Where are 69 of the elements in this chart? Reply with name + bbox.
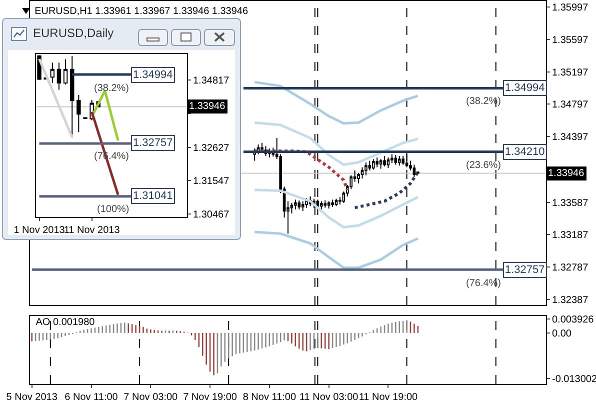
- ref-line-label: 1.33946: [548, 168, 585, 179]
- candlestick: [402, 155, 404, 166]
- candlestick: [376, 156, 378, 168]
- y-tick-label: 0.003926: [552, 314, 594, 326]
- series-label: (38.2%): [94, 83, 130, 94]
- x-tick-label: 1 Nov 2013: [14, 225, 66, 236]
- candlestick: [63, 58, 68, 85]
- candlestick: [320, 200, 323, 210]
- y-tick-label: 1.33187: [552, 230, 589, 242]
- data-label: 1.34210: [505, 146, 545, 158]
- candlestick: [379, 158, 382, 170]
- candlestick: [398, 155, 401, 166]
- candlestick: [364, 162, 368, 176]
- y-tick-label: 1.31547: [193, 176, 230, 188]
- y-tick-label: 1.35197: [552, 67, 589, 78]
- y-tick-label: 1.34397: [552, 132, 589, 144]
- candlestick: [327, 200, 330, 210]
- candlestick: [334, 198, 338, 207]
- chart-title: EURUSD,Daily: [33, 26, 114, 40]
- line-series: [253, 188, 420, 228]
- candlestick: [390, 154, 394, 164]
- series-label: (23.6%): [466, 160, 502, 171]
- x-tick-label: 5 Nov 2013: [6, 392, 58, 400]
- ref-line-label: 1.33946: [189, 101, 226, 112]
- candlestick: [386, 156, 390, 168]
- series-label: (100%): [97, 204, 130, 215]
- candlestick: [412, 164, 416, 178]
- line-series: [253, 80, 420, 125]
- y-tick-label: 1.34817: [193, 75, 230, 86]
- x-tick-label: 11 Nov 03:00: [299, 392, 359, 400]
- line-series: [353, 170, 420, 210]
- x-tick-label: 11 Nov 2013: [64, 225, 120, 236]
- candlestick: [360, 166, 364, 180]
- y-tick-label: 1.32387: [552, 295, 589, 306]
- y-tick-label: 1.30467: [193, 210, 230, 221]
- candlestick: [372, 158, 375, 170]
- candlestick: [324, 200, 327, 208]
- data-label: 1.32757: [505, 264, 545, 276]
- candlestick: [383, 155, 386, 167]
- data-label: 1.31041: [133, 190, 173, 202]
- candlestick: [294, 199, 297, 210]
- candlestick: [301, 200, 304, 212]
- x-tick-label: 7 Nov 19:00: [183, 392, 238, 400]
- data-label: 1.34994: [133, 69, 173, 81]
- y-tick-label: 1.34797: [552, 100, 589, 111]
- x-tick-label: 6 Nov 11:00: [64, 392, 118, 400]
- y-tick-label: 1.35997: [552, 2, 589, 14]
- y-tick-label: 1.32787: [552, 262, 589, 274]
- candlestick: [298, 200, 301, 210]
- text: EURUSD,H1 1.33961 1.33967 1.33946 1.33946: [34, 6, 248, 17]
- x-tick-label: 8 Nov 11:00: [242, 392, 296, 400]
- line-series: [253, 149, 349, 192]
- candlestick: [76, 94, 81, 132]
- y-tick-label: 1.32627: [193, 142, 230, 154]
- candlestick: [83, 116, 88, 120]
- candlestick: [50, 62, 55, 84]
- candlestick: [331, 199, 334, 208]
- y-tick-label: 0.00: [552, 328, 572, 340]
- x-tick-label: 11 Nov 19:00: [358, 392, 418, 400]
- y-tick-label: 1.35597: [552, 34, 589, 46]
- data-label: 1.34994: [505, 82, 545, 94]
- chart-title: AO 0.001980: [36, 317, 96, 328]
- data-label: 1.32757: [133, 137, 173, 149]
- y-tick-label: 1.33587: [552, 198, 589, 209]
- candlestick: [56, 62, 62, 90]
- line-series: [253, 230, 420, 269]
- candlestick: [394, 154, 398, 166]
- x-tick-label: 7 Nov 03:00: [124, 392, 178, 400]
- line-series: [253, 121, 420, 166]
